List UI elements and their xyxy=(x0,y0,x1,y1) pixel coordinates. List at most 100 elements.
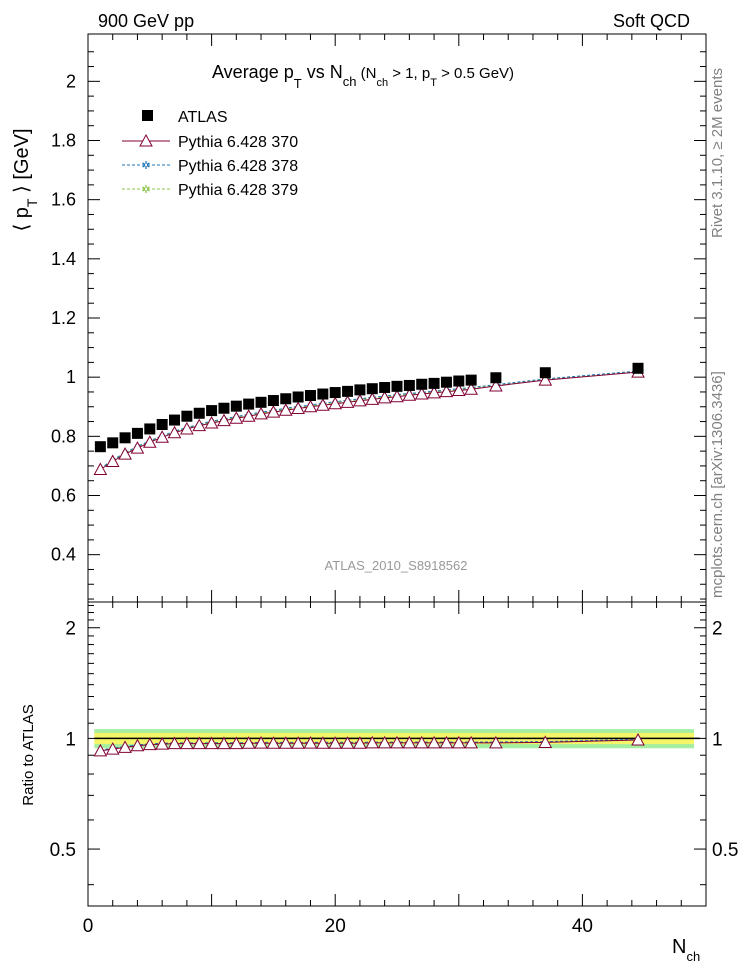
data-point xyxy=(230,400,242,412)
data-point xyxy=(255,396,267,408)
data-point xyxy=(428,377,440,389)
data-point xyxy=(632,362,644,374)
ratio-y-tick-label: 2 xyxy=(65,619,76,640)
data-point xyxy=(229,411,244,424)
main-series xyxy=(93,362,645,475)
ratio-point xyxy=(254,736,268,749)
ratio-series xyxy=(93,732,645,757)
ratio-y-axis-label: Ratio to ATLAS xyxy=(20,704,37,805)
data-point xyxy=(218,402,230,414)
ratio-point xyxy=(118,740,132,753)
data-point xyxy=(181,410,193,422)
y-tick-label: 0.8 xyxy=(51,426,76,446)
series-line xyxy=(100,370,639,469)
ratio-point xyxy=(365,735,380,749)
ratio-point xyxy=(180,736,194,750)
data-point xyxy=(241,409,256,422)
data-point xyxy=(390,389,404,403)
legend-marker-atlas xyxy=(142,110,153,121)
data-point xyxy=(489,378,503,392)
main-ytick-labels: 0.4 0.6 0.8 1 1.2 1.4 1.6 1.8 2 xyxy=(51,71,76,564)
main-ticks xyxy=(87,34,707,602)
data-point xyxy=(340,395,355,408)
data-point xyxy=(180,421,194,435)
ratio-point xyxy=(631,732,645,746)
y-axis-label: ⟨ pT ⟩ [GeV] xyxy=(11,128,40,231)
legend-label-378: Pythia 6.428 378 xyxy=(178,158,298,175)
ratio-point xyxy=(414,735,429,749)
data-point xyxy=(465,374,477,386)
data-point xyxy=(167,425,182,439)
data-point xyxy=(539,367,551,379)
data-point xyxy=(266,405,281,418)
ratio-point xyxy=(266,736,281,749)
data-point xyxy=(192,418,207,432)
ratio-point xyxy=(303,736,318,749)
ratio-point xyxy=(340,736,355,749)
data-point xyxy=(414,386,429,400)
data-point xyxy=(353,393,367,407)
header-left: 900 GeV pp xyxy=(98,11,194,31)
data-point xyxy=(403,379,415,391)
ratio-point xyxy=(204,736,219,750)
main-panel: 0.4 0.6 0.8 1 1.2 1.4 1.6 1.8 2 Average pT vs Nc… xyxy=(11,33,707,603)
ratio-point xyxy=(105,742,120,755)
legend-marker-370 xyxy=(139,133,153,147)
y-tick-label: 0.6 xyxy=(51,486,76,506)
ratio-ytick-labels: 0.5 0.5 1 1 2 2 xyxy=(50,619,739,861)
data-point xyxy=(379,382,391,394)
ratio-point xyxy=(390,735,404,749)
data-point xyxy=(144,423,156,435)
ratio-line xyxy=(100,739,639,752)
ratio-point xyxy=(315,736,330,749)
ratio-point xyxy=(155,737,170,750)
data-point xyxy=(315,398,330,411)
x-tick-label: 20 xyxy=(325,916,346,937)
data-point xyxy=(107,437,119,449)
data-point xyxy=(490,372,502,384)
data-point xyxy=(94,441,106,453)
data-point xyxy=(193,407,205,419)
ratio-frame xyxy=(87,601,707,907)
data-point xyxy=(303,399,318,413)
data-point xyxy=(142,435,157,448)
data-point xyxy=(292,391,304,403)
data-point xyxy=(105,454,120,467)
ratio-point xyxy=(291,736,305,749)
series-line xyxy=(100,371,639,470)
ratio-y-tick-label-right: 2 xyxy=(712,619,723,640)
data-point xyxy=(453,375,465,387)
x-tick-labels: 0 20 40 xyxy=(83,916,593,937)
y-tick-label: 1.2 xyxy=(51,308,76,328)
data-point xyxy=(377,390,392,404)
ratio-point xyxy=(93,743,108,757)
data-point xyxy=(280,393,292,405)
ratio-y-tick-label: 1 xyxy=(65,729,76,750)
data-point xyxy=(278,403,293,416)
data-point xyxy=(328,396,343,410)
data-point xyxy=(440,376,452,388)
data-point xyxy=(464,382,479,395)
ratio-point xyxy=(142,737,157,751)
x-tick-label: 40 xyxy=(572,916,593,937)
analysis-watermark: ATLAS_2010_S8918562 xyxy=(325,558,468,573)
data-point xyxy=(169,414,181,426)
data-point xyxy=(156,419,168,430)
header-right: Soft QCD xyxy=(613,11,690,31)
ratio-point xyxy=(538,735,553,748)
data-point xyxy=(538,373,553,386)
ratio-point xyxy=(464,735,479,749)
data-point xyxy=(131,427,143,439)
rivet-label: Rivet 3.1.10, ≥ 2M events xyxy=(709,68,726,238)
y-tick-label: 1.6 xyxy=(51,190,76,210)
ratio-point xyxy=(377,735,392,749)
data-point xyxy=(427,385,441,399)
x-axis-label: Nch xyxy=(672,936,700,964)
ratio-ticks xyxy=(87,602,707,906)
ratio-line xyxy=(100,738,639,751)
ratio-point xyxy=(167,736,182,750)
data-point xyxy=(317,388,329,400)
ratio-panel: 0.5 0.5 1 1 2 2 0 20 40 Ratio to ATLAS Nch xyxy=(20,601,739,964)
data-point xyxy=(391,380,403,392)
data-point xyxy=(451,383,466,396)
